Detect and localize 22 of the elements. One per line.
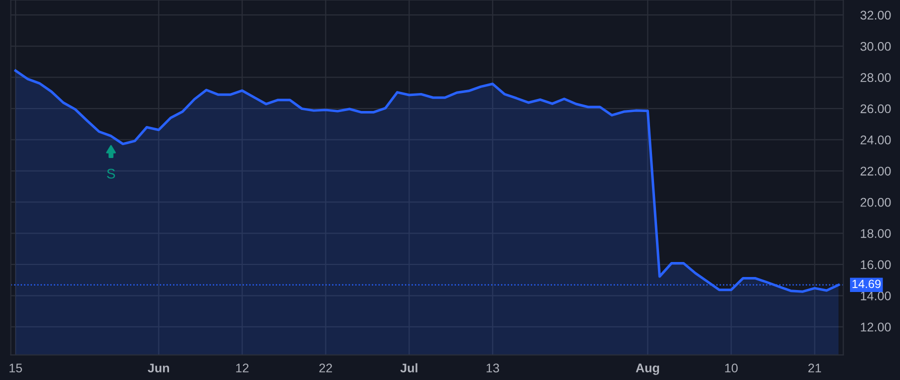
x-tick-label: 12	[236, 364, 249, 372]
y-tick-label: 32.00	[860, 10, 891, 20]
y-tick-label: 28.00	[860, 73, 891, 82]
y-tick-label: 16.00	[860, 260, 891, 270]
y-tick-label: 20.00	[860, 198, 891, 207]
y-tick-label: 30.00	[860, 42, 891, 51]
annotation: S	[106, 168, 115, 179]
y-tick-label: 12.00	[860, 322, 891, 332]
x-tick-label: 21	[808, 364, 822, 372]
x-tick-label: 15	[10, 364, 22, 372]
y-tick-label: 26.00	[860, 104, 891, 114]
x-tick-label: Jul	[400, 363, 418, 372]
x-tick-label: 13	[486, 364, 500, 372]
y-tick-label: 24.00	[860, 136, 891, 144]
x-tick-label: 22	[319, 364, 332, 372]
x-tick-label: Aug	[636, 364, 660, 375]
y-tick-label: 22.00	[860, 166, 891, 176]
ref-line-label: 14.69	[852, 280, 881, 288]
x-tick-label: Jun	[148, 364, 170, 372]
x-tick-label: 10	[725, 364, 738, 372]
y-tick-label: 18.00	[860, 229, 891, 238]
y-tick-label: 14.00	[860, 291, 891, 300]
